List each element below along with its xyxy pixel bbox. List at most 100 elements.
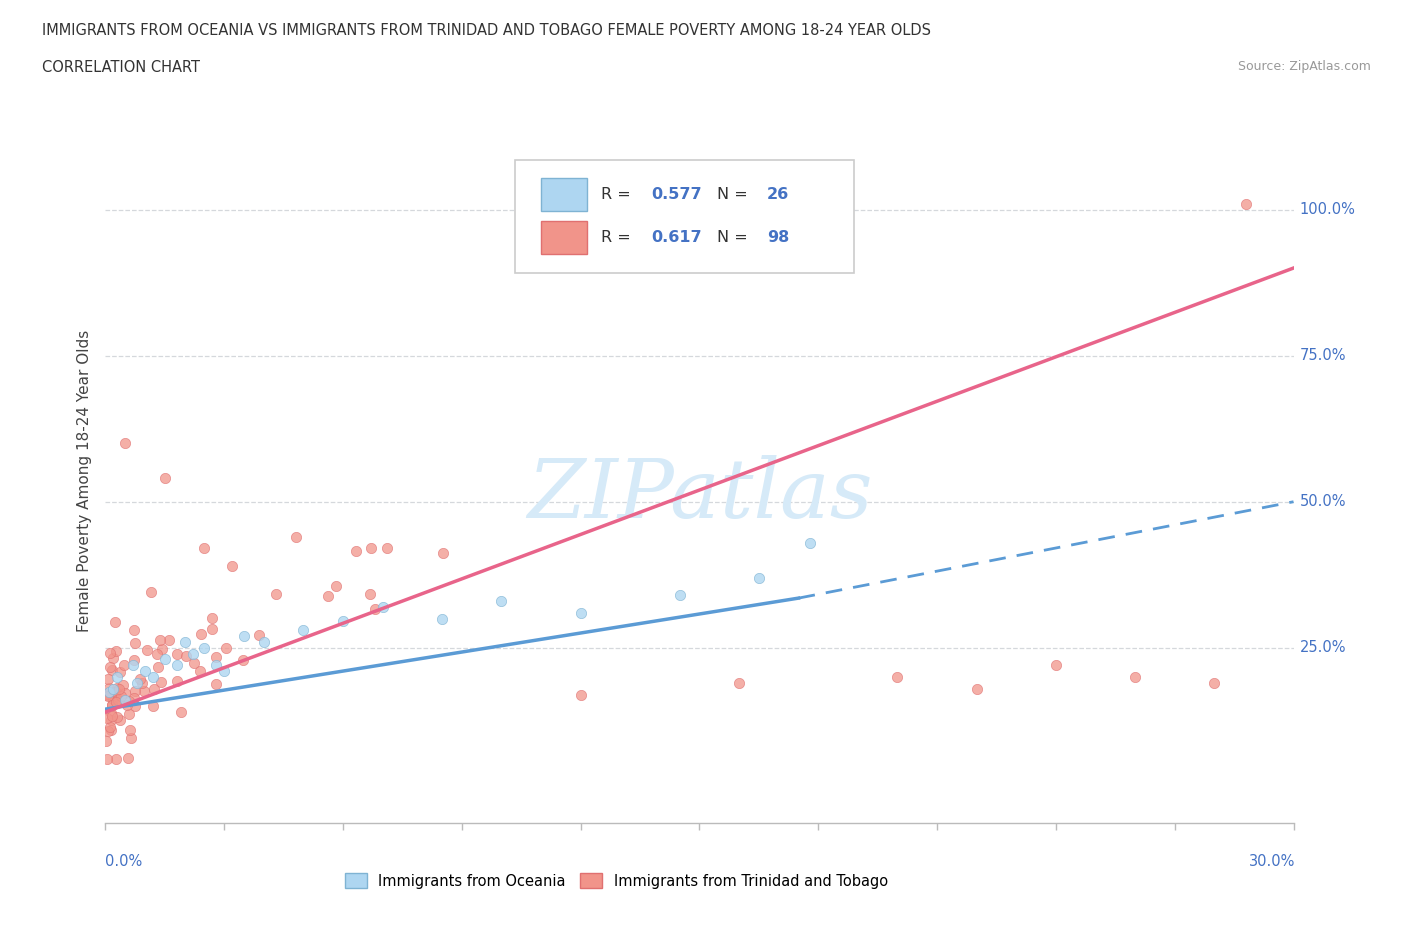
Text: 0.577: 0.577	[651, 187, 702, 203]
Point	[101, 651, 124, 666]
Point	[146, 659, 169, 674]
Point	[799, 535, 821, 550]
Point	[110, 688, 132, 703]
Point	[432, 546, 454, 561]
Point	[100, 723, 122, 737]
Point	[205, 677, 228, 692]
Point	[101, 692, 124, 707]
Point	[94, 734, 117, 749]
Point	[124, 635, 146, 650]
Point	[124, 684, 146, 698]
Point	[173, 634, 195, 649]
Point	[668, 588, 690, 603]
Point	[344, 544, 367, 559]
Point	[101, 709, 124, 724]
Point	[253, 634, 276, 649]
Point	[105, 692, 128, 707]
Point	[105, 751, 128, 766]
Point	[153, 652, 176, 667]
Point	[101, 698, 124, 712]
Point	[104, 684, 127, 699]
Point	[108, 682, 131, 697]
Point	[134, 664, 156, 679]
Point	[120, 731, 142, 746]
Text: 98: 98	[768, 230, 789, 245]
Point	[1204, 675, 1226, 690]
Point	[128, 671, 150, 686]
Point	[115, 698, 138, 712]
Point	[215, 640, 238, 655]
Point	[491, 593, 513, 608]
Point	[181, 646, 204, 661]
Legend: Immigrants from Oceania, Immigrants from Trinidad and Tobago: Immigrants from Oceania, Immigrants from…	[339, 868, 894, 895]
Text: N =: N =	[717, 187, 754, 203]
Point	[127, 675, 149, 690]
Point	[118, 694, 141, 709]
Point	[174, 649, 197, 664]
Point	[150, 674, 173, 689]
Point	[96, 686, 118, 701]
Point	[97, 689, 120, 704]
Point	[104, 614, 127, 629]
Point	[371, 600, 394, 615]
Point	[190, 627, 212, 642]
Point	[142, 698, 165, 713]
Point	[124, 622, 146, 637]
Point	[97, 724, 120, 738]
Point	[98, 719, 121, 734]
Point	[375, 541, 398, 556]
Point	[108, 664, 131, 679]
Point	[1123, 670, 1146, 684]
Point	[221, 559, 243, 574]
Text: 0.0%: 0.0%	[105, 854, 142, 869]
Point	[114, 436, 136, 451]
Point	[103, 682, 125, 697]
Point	[117, 751, 139, 765]
Point	[146, 646, 169, 661]
Point	[247, 627, 270, 642]
Point	[316, 589, 339, 604]
Text: Source: ZipAtlas.com: Source: ZipAtlas.com	[1237, 60, 1371, 73]
Point	[107, 693, 129, 708]
Point	[114, 685, 136, 700]
Text: 30.0%: 30.0%	[1249, 854, 1295, 869]
Point	[124, 698, 146, 713]
FancyBboxPatch shape	[516, 160, 853, 272]
Text: 0.617: 0.617	[651, 230, 702, 245]
Point	[157, 632, 180, 647]
Point	[98, 646, 121, 661]
Y-axis label: Female Poverty Among 18-24 Year Olds: Female Poverty Among 18-24 Year Olds	[76, 330, 91, 632]
Point	[1045, 658, 1067, 672]
Point	[966, 682, 988, 697]
Point	[104, 694, 127, 709]
Point	[886, 670, 908, 684]
Point	[142, 670, 165, 684]
Point	[205, 658, 228, 672]
Point	[101, 698, 124, 712]
Point	[134, 684, 156, 698]
Text: IMMIGRANTS FROM OCEANIA VS IMMIGRANTS FROM TRINIDAD AND TOBAGO FEMALE POVERTY AM: IMMIGRANTS FROM OCEANIA VS IMMIGRANTS FR…	[42, 23, 931, 38]
Text: 25.0%: 25.0%	[1299, 640, 1346, 656]
Text: R =: R =	[600, 230, 636, 245]
Text: R =: R =	[600, 187, 636, 203]
Point	[118, 707, 141, 722]
Text: CORRELATION CHART: CORRELATION CHART	[42, 60, 200, 75]
Text: 50.0%: 50.0%	[1299, 494, 1346, 510]
Point	[105, 681, 128, 696]
Point	[112, 658, 135, 672]
Point	[748, 570, 770, 585]
Point	[284, 529, 307, 544]
Text: 26: 26	[768, 187, 789, 203]
Point	[122, 658, 145, 672]
Point	[96, 751, 118, 766]
Point	[166, 658, 188, 672]
Point	[122, 690, 145, 705]
Point	[149, 632, 172, 647]
Point	[332, 614, 354, 629]
Point	[166, 673, 188, 688]
Text: N =: N =	[717, 230, 754, 245]
Point	[131, 676, 153, 691]
Point	[166, 646, 188, 661]
Point	[205, 649, 228, 664]
Point	[430, 611, 453, 626]
